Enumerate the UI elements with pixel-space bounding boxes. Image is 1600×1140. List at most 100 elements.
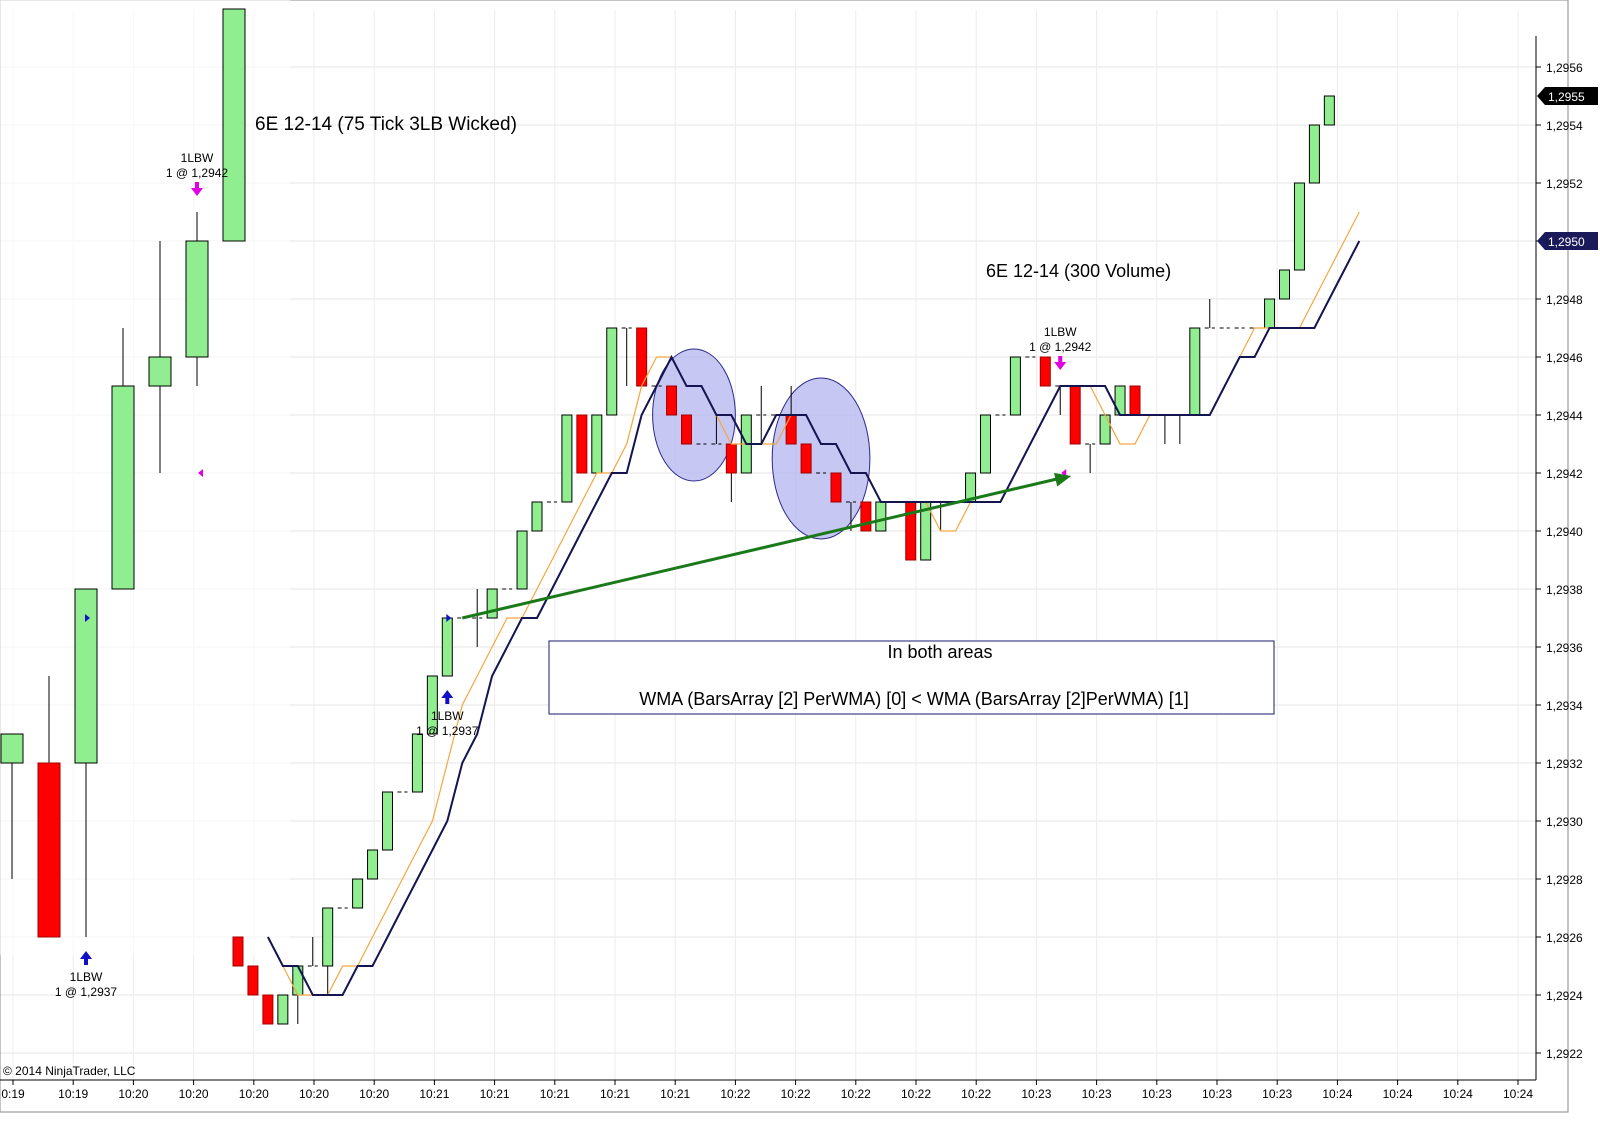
main-candle [1009, 356, 1021, 416]
mini-signal-label: 1LBW [181, 151, 214, 165]
y-tick-label: 1,2936 [1546, 641, 1583, 655]
x-tick-label: 0:19 [1, 1087, 25, 1101]
mini-candle [111, 385, 135, 590]
x-tick-label: 10:21 [540, 1087, 570, 1101]
main-signal-detail: 1 @ 1,2942 [1029, 340, 1092, 354]
mini-candle [37, 762, 61, 938]
price-badge-label: 1,2950 [1548, 235, 1585, 249]
main-long-marker-icon [446, 614, 452, 622]
x-tick-label: 10:20 [299, 1087, 329, 1101]
main-signal-detail: 1 @ 1,2937 [416, 724, 479, 738]
trend-arrow-line [461, 476, 1062, 620]
main-candle [905, 501, 917, 561]
main-candle [591, 414, 603, 474]
mini-short-marker-icon [198, 469, 203, 477]
y-tick-label: 1,2948 [1546, 293, 1583, 307]
price-badge [1537, 87, 1598, 105]
mini-signal-label: 1LBW [70, 970, 103, 984]
main-candle [486, 588, 498, 619]
main-candle [666, 385, 678, 416]
mini-candle [222, 8, 246, 242]
x-tick-label: 10:21 [600, 1087, 630, 1101]
x-tick-label: 10:23 [1202, 1087, 1232, 1101]
y-tick-label: 1,2926 [1546, 931, 1583, 945]
annotation-title: In both areas [887, 642, 992, 662]
x-tick-label: 10:21 [419, 1087, 449, 1101]
main-short-arrow-icon [1054, 356, 1067, 370]
main-candle [1039, 356, 1051, 387]
y-tick-label: 1,2942 [1546, 467, 1583, 481]
annotation-formula: WMA (BarsArray [2] PerWMA) [0] < WMA (Ba… [639, 689, 1189, 709]
main-candle [292, 965, 304, 996]
main-candle [980, 414, 991, 474]
main-candle [426, 675, 438, 735]
main-candle [382, 791, 393, 851]
y-tick-label: 1,2956 [1546, 61, 1583, 75]
main-candle [1308, 124, 1320, 184]
main-candle [411, 733, 423, 793]
overlay [461, 472, 1072, 620]
y-tick-label: 1,2940 [1546, 525, 1583, 539]
x-tick-label: 10:24 [1503, 1087, 1533, 1101]
main-candle [1264, 298, 1276, 329]
y-tick-label: 1,2932 [1546, 757, 1583, 771]
highlight-areas [652, 348, 871, 540]
copyright-text: © 2014 NinjaTrader, LLC [3, 1064, 136, 1078]
main-candle [576, 414, 588, 474]
main-candle [875, 501, 887, 532]
mini-candle [148, 356, 172, 387]
x-tick-label: 10:22 [720, 1087, 750, 1101]
main-signal-label: 1LBW [431, 709, 464, 723]
x-tick-label: 10:19 [58, 1087, 88, 1101]
x-tick-label: 10:22 [781, 1087, 811, 1101]
y-tick-label: 1,2922 [1546, 1047, 1583, 1061]
trend-arrowhead-icon [1054, 472, 1072, 487]
main-candle [352, 878, 364, 909]
y-tick-label: 1,2946 [1546, 351, 1583, 365]
chart-frame [0, 0, 1569, 1113]
x-tick-label: 10:21 [480, 1087, 510, 1101]
x-tick-label: 10:21 [660, 1087, 690, 1101]
x-tick-label: 10:23 [1262, 1087, 1292, 1101]
main-candle [531, 501, 543, 532]
y-tick-label: 1,2954 [1546, 119, 1583, 133]
x-tick-label: 10:20 [118, 1087, 148, 1101]
x-tick-label: 10:24 [1322, 1087, 1352, 1101]
main-candle [516, 530, 528, 590]
main-candle [1129, 385, 1141, 416]
y-tick-label: 1,2924 [1546, 989, 1583, 1003]
mini-chart-title: 6E 12-14 (75 Tick 3LB Wicked) [255, 114, 517, 135]
main-candle [1069, 385, 1081, 445]
x-tick-label: 10:23 [1142, 1087, 1172, 1101]
wma-slow-line [267, 240, 1361, 996]
mini-candle [74, 588, 98, 764]
annotation-box: In both areas WMA (BarsArray [2] PerWMA)… [548, 640, 1275, 715]
main-candle [1114, 385, 1126, 416]
mini-long-arrow-icon [80, 951, 92, 965]
price-axis: 1,2922 1,2924 1,2926 1,2928 1,2930 1,2932 1,29… [1536, 61, 1598, 1061]
mini-candle [0, 733, 24, 764]
mini-short-arrow-icon [191, 182, 203, 196]
main-long-arrow-icon [441, 690, 454, 704]
x-tick-label: 10:23 [1082, 1087, 1112, 1101]
x-tick-label: 10:22 [841, 1087, 871, 1101]
mini-signal-detail: 1 @ 1,2942 [166, 166, 229, 180]
y-tick-label: 1,2944 [1546, 409, 1583, 423]
x-tick-label: 10:23 [1021, 1087, 1051, 1101]
main-candle [1293, 182, 1305, 271]
main-candle [1189, 327, 1201, 416]
y-tick-label: 1,2938 [1546, 583, 1583, 597]
x-tick-label: 10:24 [1443, 1087, 1473, 1101]
main-candle [785, 414, 797, 445]
x-tick-label: 10:20 [239, 1087, 269, 1101]
main-candle [367, 849, 379, 880]
main-candle [725, 443, 737, 474]
x-tick-label: 10:22 [901, 1087, 931, 1101]
main-candle [247, 965, 259, 996]
highlight-ellipse [771, 377, 871, 540]
main-candle [322, 907, 334, 967]
